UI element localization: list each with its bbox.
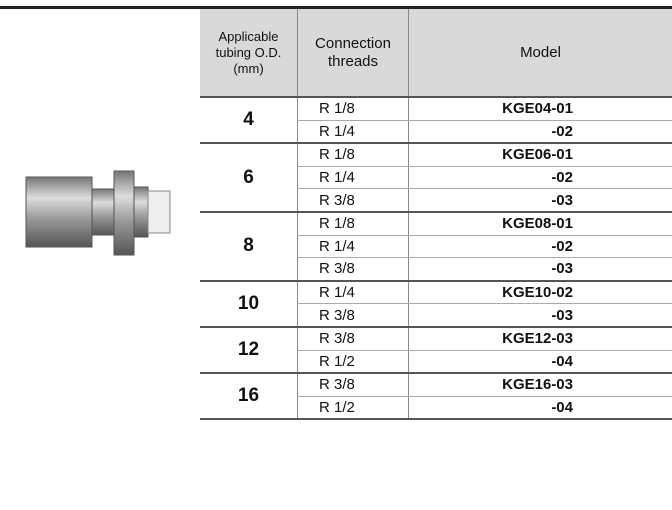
thread-cell: R 1/8 [297,143,409,167]
thread-cell: R 1/4 [297,280,409,305]
fitting-image [25,170,171,256]
model-cell: -03 [408,188,672,213]
table-row: R 1/4 -02 [200,166,672,190]
model-cell: KGE06-01 [408,143,672,167]
model-cell: KGE10-02 [408,280,672,305]
thread-cell: R 3/8 [297,188,409,213]
table-row: R 3/8 -03 [200,257,672,282]
header-row: Applicable tubing O.D. (mm) Connection th… [200,9,672,98]
table-row: R 3/8 -03 [200,188,672,213]
table-row: R 3/8 -03 [200,303,672,328]
model-table: Applicable tubing O.D. (mm) Connection th… [200,9,672,421]
od-cell: 4 [200,97,298,145]
thread-cell: R 1/2 [297,350,409,375]
thread-cell: R 1/2 [297,396,409,421]
table-row: 16 R 3/8 KGE16-03 [200,373,672,421]
header-cell: Connection threads [297,9,409,98]
thread-cell: R 1/4 [297,120,409,145]
od-cell: 16 [200,373,298,421]
thread-cell: R 3/8 [297,257,409,282]
table-row: R 1/2 -04 [200,350,672,375]
od-cell: 8 [200,211,298,282]
thread-cell: R 3/8 [297,326,409,351]
header-cell: Applicable tubing O.D. (mm) [200,9,298,98]
model-cell: -04 [408,396,672,421]
table-row: R 1/4 -02 [200,235,672,259]
thread-cell: R 1/8 [297,211,409,236]
top-rule [0,6,672,9]
model-cell: KGE12-03 [408,326,672,351]
thread-cell: R 1/4 [297,235,409,259]
model-cell: -02 [408,235,672,259]
thread-cell: R 1/4 [297,166,409,190]
table-row: 12 R 3/8 KGE12-03 [200,326,672,375]
thread-cell: R 3/8 [297,373,409,397]
model-cell: KGE04-01 [408,97,672,121]
model-cell: KGE16-03 [408,373,672,397]
model-cell: -03 [408,303,672,328]
od-cell: 10 [200,280,298,328]
thread-cell: R 3/8 [297,303,409,328]
model-cell: KGE08-01 [408,211,672,236]
table-row: 10 R 1/4 KGE10-02 [200,280,672,328]
od-cell: 12 [200,326,298,375]
thread-cell: R 1/8 [297,97,409,121]
model-cell: -02 [408,120,672,145]
header-cell: Model [408,9,672,98]
model-cell: -04 [408,350,672,375]
table-row: R 1/2 -04 [200,396,672,421]
model-cell: -03 [408,257,672,282]
od-cell: 6 [200,143,298,213]
table-row: R 1/4 -02 [200,120,672,145]
model-cell: -02 [408,166,672,190]
